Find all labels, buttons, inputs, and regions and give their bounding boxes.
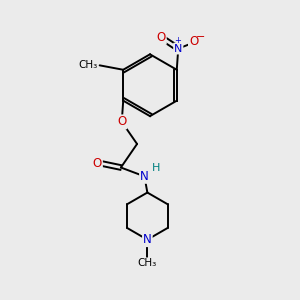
Text: N: N [140,170,149,183]
Text: O: O [117,116,126,128]
Text: −: − [196,32,206,42]
Text: CH₃: CH₃ [78,60,97,70]
Text: O: O [189,35,198,48]
Text: N: N [174,44,182,54]
Text: N: N [143,233,152,246]
Text: +: + [174,36,181,45]
Text: CH₃: CH₃ [138,258,157,268]
Text: O: O [93,157,102,169]
Text: O: O [157,31,166,44]
Text: H: H [152,163,160,173]
